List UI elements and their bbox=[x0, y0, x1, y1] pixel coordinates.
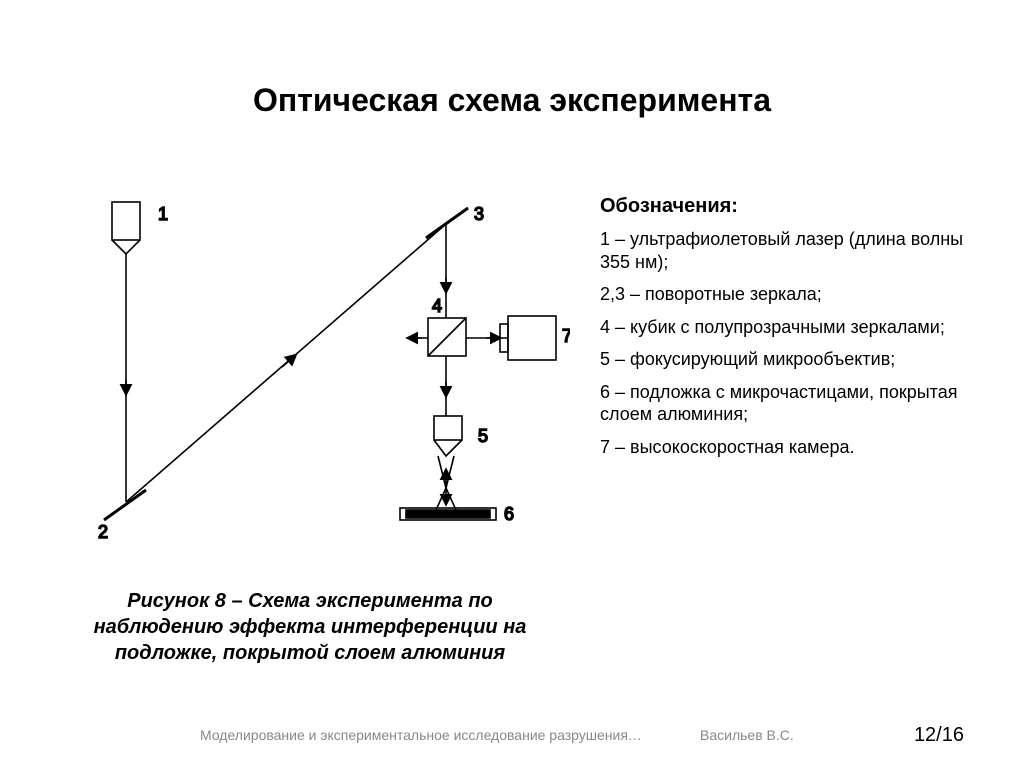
legend-item: 6 – подложка с микрочастицами, покрытая … bbox=[600, 381, 990, 426]
legend-item: 1 – ультрафиолетовый лазер (длина волны … bbox=[600, 228, 990, 273]
page-title: Оптическая схема эксперимента bbox=[0, 82, 1024, 119]
page-number: 12/16 bbox=[914, 724, 964, 747]
footer-author: Васильев В.С. bbox=[700, 727, 794, 743]
legend: Обозначения: 1 – ультрафиолетовый лазер … bbox=[600, 195, 990, 468]
legend-item: 2,3 – поворотные зеркала; bbox=[600, 283, 990, 306]
optical-diagram: 1 2 3 4 bbox=[60, 190, 570, 550]
label-6: 6 bbox=[504, 504, 514, 524]
label-1: 1 bbox=[158, 204, 168, 224]
legend-item: 5 – фокусирующий микрообъектив; bbox=[600, 348, 990, 371]
legend-heading: Обозначения: bbox=[600, 195, 990, 218]
label-3: 3 bbox=[474, 204, 484, 224]
figure-caption: Рисунок 8 – Схема эксперимента по наблюд… bbox=[75, 588, 545, 666]
footer-project: Моделирование и экспериментальное исслед… bbox=[200, 727, 642, 743]
label-2: 2 bbox=[98, 522, 108, 542]
legend-item: 7 – высокоскоростная камера. bbox=[600, 436, 990, 459]
legend-item: 4 – кубик с полупрозрачными зеркалами; bbox=[600, 316, 990, 339]
label-5: 5 bbox=[478, 426, 488, 446]
label-4: 4 bbox=[432, 296, 442, 316]
label-7: 7 bbox=[562, 326, 570, 346]
